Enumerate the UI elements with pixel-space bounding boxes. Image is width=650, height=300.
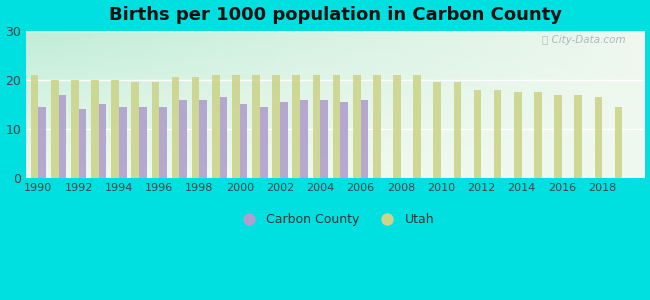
Bar — [554, 94, 562, 178]
Bar — [393, 75, 401, 178]
Bar — [79, 110, 86, 178]
Bar — [119, 107, 127, 178]
Bar — [111, 80, 119, 178]
Bar — [71, 80, 79, 178]
Bar — [434, 82, 441, 178]
Bar — [220, 97, 228, 178]
Bar — [292, 75, 300, 178]
Bar — [232, 75, 240, 178]
Bar — [534, 92, 541, 178]
Bar — [341, 102, 348, 178]
Bar — [595, 97, 602, 178]
Bar — [38, 107, 46, 178]
Bar — [361, 100, 368, 178]
Bar — [192, 77, 200, 178]
Bar — [139, 107, 147, 178]
Bar — [58, 94, 66, 178]
Bar — [51, 80, 58, 178]
Title: Births per 1000 population in Carbon County: Births per 1000 population in Carbon Cou… — [109, 6, 562, 24]
Bar — [272, 75, 280, 178]
Bar — [575, 94, 582, 178]
Bar — [280, 102, 288, 178]
Bar — [31, 75, 38, 178]
Bar — [320, 100, 328, 178]
Bar — [353, 75, 361, 178]
Bar — [615, 107, 622, 178]
Bar — [300, 100, 308, 178]
Bar — [99, 104, 107, 178]
Bar — [131, 82, 139, 178]
Bar — [333, 75, 341, 178]
Bar — [373, 75, 381, 178]
Text: ⓘ City-Data.com: ⓘ City-Data.com — [542, 35, 626, 45]
Bar — [212, 75, 220, 178]
Bar — [514, 92, 521, 178]
Bar — [200, 100, 207, 178]
Bar — [172, 77, 179, 178]
Bar — [179, 100, 187, 178]
Bar — [91, 80, 99, 178]
Bar — [454, 82, 462, 178]
Bar — [240, 104, 248, 178]
Bar — [252, 75, 260, 178]
Bar — [494, 90, 502, 178]
Bar — [413, 75, 421, 178]
Bar — [151, 82, 159, 178]
Legend: Carbon County, Utah: Carbon County, Utah — [231, 208, 439, 231]
Bar — [159, 107, 167, 178]
Bar — [260, 107, 268, 178]
Bar — [313, 75, 320, 178]
Bar — [474, 90, 482, 178]
